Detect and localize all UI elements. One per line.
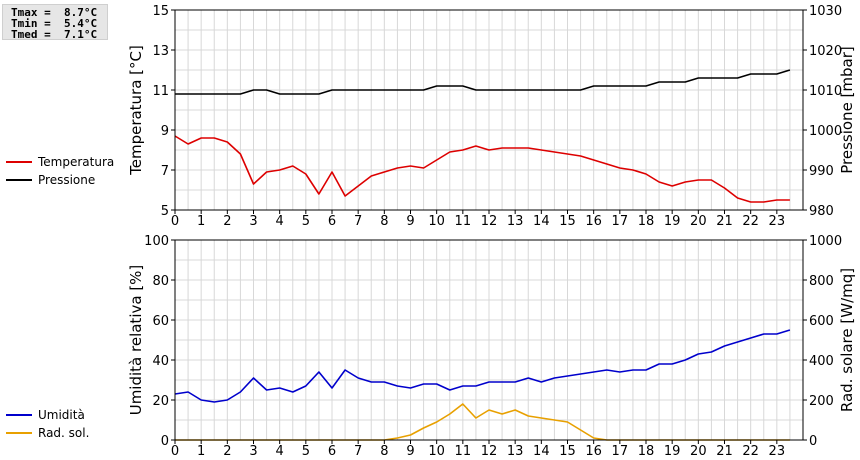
x-tick-label: 23 xyxy=(769,444,786,459)
x-tick-label: 10 xyxy=(428,444,445,459)
y-left-tick-label: 60 xyxy=(152,314,169,329)
x-tick-label: 19 xyxy=(664,444,681,459)
x-tick-label: 19 xyxy=(664,214,681,229)
x-tick-label: 4 xyxy=(276,214,284,229)
x-tick-label: 6 xyxy=(328,214,336,229)
x-tick-label: 2 xyxy=(223,444,231,459)
y-right-tick-label: 1000 xyxy=(809,124,842,139)
x-tick-label: 8 xyxy=(380,444,388,459)
y-left-tick-label: 15 xyxy=(152,4,169,19)
x-tick-label: 20 xyxy=(690,444,707,459)
x-tick-label: 2 xyxy=(223,214,231,229)
series-line-pressione xyxy=(175,69,791,95)
legend-label-rad-sol: Rad. sol. xyxy=(38,426,89,440)
x-tick-label: 22 xyxy=(742,214,759,229)
y-right-tick-label: 990 xyxy=(809,164,834,179)
y-right-tick-label: 1010 xyxy=(809,84,842,99)
x-tick-label: 6 xyxy=(328,444,336,459)
y-left-tick-label: 11 xyxy=(152,84,169,99)
x-tick-label: 0 xyxy=(171,214,179,229)
x-tick-label: 13 xyxy=(507,444,524,459)
y-left-tick-label: 7 xyxy=(161,164,169,179)
y-right-tick-label: 800 xyxy=(809,274,834,289)
x-tick-label: 22 xyxy=(742,444,759,459)
series-line-umidit xyxy=(174,329,791,403)
series-line-temperatura xyxy=(174,135,790,203)
y-right-axis-label: Pressione [mbar] xyxy=(838,46,856,174)
x-tick-label: 10 xyxy=(428,214,445,229)
y-right-tick-label: 1000 xyxy=(809,234,842,249)
y-left-tick-label: 13 xyxy=(152,44,169,59)
legend-label-umidit: Umidità xyxy=(38,408,85,422)
x-tick-label: 7 xyxy=(354,444,362,459)
y-right-tick-label: 600 xyxy=(809,314,834,329)
y-right-tick-label: 400 xyxy=(809,354,834,369)
y-right-tick-label: 980 xyxy=(809,204,834,219)
x-tick-label: 1 xyxy=(197,214,205,229)
y-left-tick-label: 5 xyxy=(161,204,169,219)
x-tick-label: 15 xyxy=(559,444,576,459)
x-tick-label: 5 xyxy=(302,444,310,459)
x-tick-label: 8 xyxy=(380,214,388,229)
y-left-tick-label: 20 xyxy=(152,394,169,409)
legend-label-pressione: Pressione xyxy=(38,173,95,187)
x-tick-label: 9 xyxy=(406,444,414,459)
x-tick-label: 3 xyxy=(249,214,257,229)
y-left-tick-label: 80 xyxy=(152,274,169,289)
x-tick-label: 3 xyxy=(249,444,257,459)
y-left-axis-label: Umidità relativa [%] xyxy=(127,265,145,416)
y-left-tick-label: 40 xyxy=(152,354,169,369)
x-tick-label: 14 xyxy=(533,214,550,229)
x-tick-label: 21 xyxy=(716,214,733,229)
x-tick-label: 7 xyxy=(354,214,362,229)
y-left-tick-label: 0 xyxy=(161,434,169,449)
x-tick-label: 18 xyxy=(638,214,655,229)
y-right-tick-label: 200 xyxy=(809,394,834,409)
y-left-axis-label: Temperatura [°C] xyxy=(127,45,145,176)
y-right-tick-label: 1030 xyxy=(809,4,842,19)
x-tick-label: 12 xyxy=(481,214,498,229)
x-tick-label: 23 xyxy=(769,214,786,229)
y-right-tick-label: 0 xyxy=(809,434,817,449)
tmax-text: Tmax = 8.7°C xyxy=(11,6,98,19)
y-left-tick-label: 9 xyxy=(161,124,169,139)
tmed-text: Tmed = 7.1°C xyxy=(11,28,98,41)
tmin-text: Tmin = 5.4°C xyxy=(11,17,98,30)
y-right-axis-label: Rad. solare [W/mq] xyxy=(838,268,856,412)
x-tick-label: 17 xyxy=(612,214,629,229)
x-tick-label: 5 xyxy=(302,214,310,229)
x-tick-label: 21 xyxy=(716,444,733,459)
y-right-tick-label: 1020 xyxy=(809,44,842,59)
x-tick-label: 17 xyxy=(612,444,629,459)
x-tick-label: 16 xyxy=(585,214,602,229)
x-tick-label: 15 xyxy=(559,214,576,229)
legend-label-temperatura: Temperatura xyxy=(37,155,114,169)
x-tick-label: 14 xyxy=(533,444,550,459)
x-tick-label: 4 xyxy=(276,444,284,459)
x-tick-label: 0 xyxy=(171,444,179,459)
x-tick-label: 13 xyxy=(507,214,524,229)
x-tick-label: 12 xyxy=(481,444,498,459)
x-tick-label: 18 xyxy=(638,444,655,459)
x-tick-label: 11 xyxy=(455,444,472,459)
x-tick-label: 9 xyxy=(406,214,414,229)
x-tick-label: 1 xyxy=(197,444,205,459)
x-tick-label: 11 xyxy=(455,214,472,229)
y-left-tick-label: 100 xyxy=(144,234,169,249)
x-tick-label: 20 xyxy=(690,214,707,229)
x-tick-label: 16 xyxy=(585,444,602,459)
stats-box: Tmax = 8.7°C Tmin = 5.4°C Tmed = 7.1°C xyxy=(2,4,108,40)
